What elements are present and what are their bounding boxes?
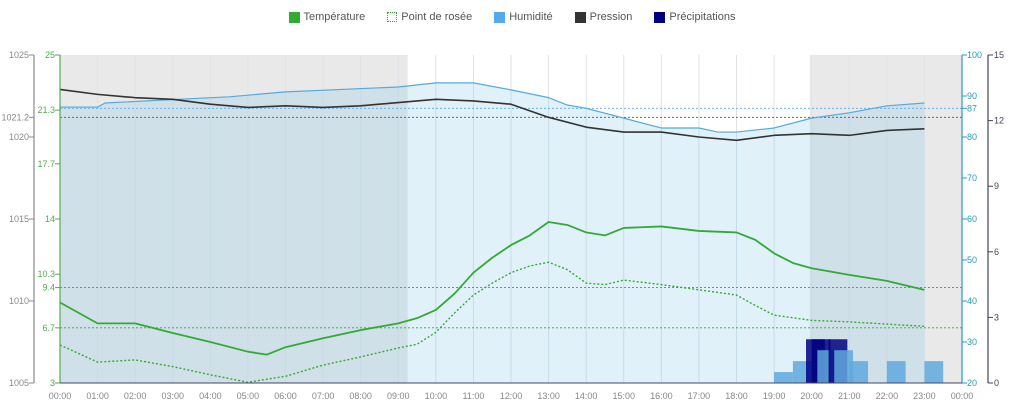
pressure-tick-label: 1015 [9, 214, 29, 224]
legend-item-pressure[interactable]: Pression [574, 11, 633, 23]
x-tick-label: 08:00 [349, 391, 372, 401]
x-tick-label: 03:00 [161, 391, 184, 401]
legend-label: Pression [589, 11, 633, 23]
pressure-line [59, 88, 925, 142]
humidity-swatch [494, 11, 506, 23]
x-tick-label: 07:00 [312, 391, 335, 401]
night-band [809, 55, 962, 383]
x-tick-label: 15:00 [612, 391, 635, 401]
humidity-tick-label: 80 [967, 132, 977, 142]
x-tick-label: 23:00 [913, 391, 936, 401]
x-tick-label: 09:00 [387, 391, 410, 401]
x-tick-label: 21:00 [838, 391, 861, 401]
humidity-tick-label: 20 [967, 378, 977, 388]
x-tick-label: 18:00 [725, 391, 748, 401]
x-tick-label: 10:00 [425, 391, 448, 401]
precipitation-bar [924, 361, 944, 383]
x-tick-label: 13:00 [537, 391, 560, 401]
humidity-tick-label: 90 [967, 91, 977, 101]
x-tick-label: 11:00 [462, 391, 484, 401]
legend-label: Température [303, 11, 366, 23]
x-tick-label: 05:00 [237, 391, 260, 401]
temperature-tick-label: 21.3 [37, 105, 55, 115]
humidity-tick-label: 100 [967, 50, 982, 60]
pressure-swatch [574, 11, 586, 23]
precipitation-tick-label: 6 [994, 247, 999, 257]
dew-point-swatch [387, 12, 398, 22]
precipitation-tick-label: 9 [994, 181, 999, 191]
legend: Température Point de rosée Humidité Pres… [0, 11, 1024, 23]
pressure-tick-label: 1021.2 [1, 112, 29, 122]
precipitation-tick-label: 0 [994, 378, 999, 388]
humidity-line [60, 82, 925, 133]
x-tick-label: 17:00 [688, 391, 711, 401]
dew-point-line [59, 261, 925, 383]
x-tick-label: 01:00 [86, 391, 109, 401]
legend-item-precipitation[interactable]: Précipitations [654, 11, 735, 23]
pressure-tick-label: 1005 [9, 378, 29, 388]
precipitation-tick-label: 12 [994, 116, 1004, 126]
x-tick-label: 19:00 [763, 391, 786, 401]
x-tick-label: 00:00 [951, 391, 974, 401]
humidity-tick-label: 40 [967, 296, 977, 306]
x-tick-label: 06:00 [274, 391, 297, 401]
night-band [60, 55, 408, 383]
humidity-tick-label: 50 [967, 255, 977, 265]
temperature-tick-label: 9.4 [42, 283, 55, 293]
x-tick-label: 16:00 [650, 391, 673, 401]
legend-label: Précipitations [669, 11, 736, 23]
precipitation-bar [774, 372, 793, 383]
temperature-tick-label: 17.7 [37, 159, 55, 169]
temperature-tick-label: 14 [45, 214, 55, 224]
x-tick-label: 22:00 [876, 391, 899, 401]
x-tick-label: 00:00 [49, 391, 72, 401]
pressure-tick-label: 1010 [9, 296, 29, 306]
legend-item-humidity[interactable]: Humidité [494, 11, 553, 23]
x-tick-label: 02:00 [124, 391, 147, 401]
precipitation-tick-label: 3 [994, 312, 999, 322]
precipitation-bar [849, 361, 869, 383]
temperature-tick-label: 25 [45, 50, 55, 60]
legend-item-temperature[interactable]: Température [288, 11, 366, 23]
precipitation-bar [886, 361, 906, 383]
pressure-tick-label: 1020 [9, 132, 29, 142]
legend-item-dew-point[interactable]: Point de rosée [387, 11, 472, 23]
precipitation-bar [834, 350, 854, 383]
temperature-tick-label: 6.7 [42, 323, 55, 333]
temperature-swatch [288, 11, 300, 23]
temperature-tick-label: 3 [50, 378, 55, 388]
x-tick-label: 14:00 [575, 391, 598, 401]
pressure-tick-label: 1025 [9, 50, 29, 60]
humidity-tick-label: 60 [967, 214, 977, 224]
humidity-tick-label: 70 [967, 173, 977, 183]
precipitation-tick-label: 15 [994, 50, 1004, 60]
temperature-line [59, 221, 925, 356]
humidity-tick-label: 30 [967, 337, 977, 347]
temperature-tick-label: 10.3 [37, 269, 55, 279]
precipitation-swatch [654, 11, 666, 23]
x-tick-label: 20:00 [800, 391, 823, 401]
x-tick-label: 12:00 [500, 391, 523, 401]
legend-label: Humidité [509, 11, 553, 23]
legend-label: Point de rosée [401, 11, 473, 23]
x-tick-label: 04:00 [199, 391, 222, 401]
humidity-area [60, 82, 925, 383]
humidity-tick-label: 87 [967, 103, 977, 113]
